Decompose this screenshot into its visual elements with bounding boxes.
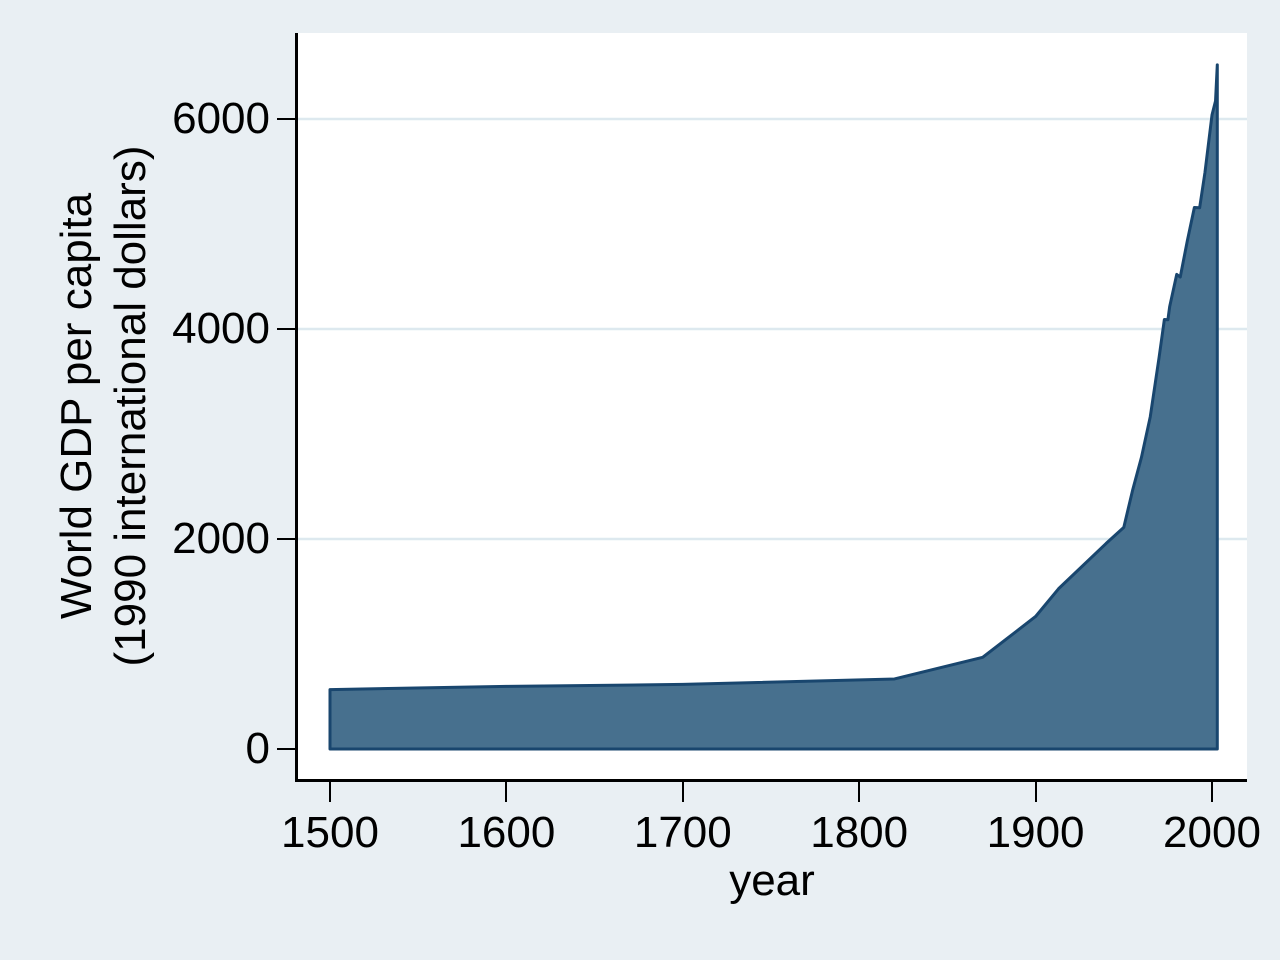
x-tick-label-1800: 1800 (810, 808, 909, 857)
x-tick-1800 (858, 782, 861, 802)
x-tick-1700 (681, 782, 684, 802)
y-tick-0 (277, 748, 296, 750)
y-tick-label-2000: 2000 (172, 514, 270, 563)
x-tick-1500 (329, 782, 331, 802)
y-tick-label-4000: 4000 (172, 304, 270, 353)
y-tick-4000 (277, 328, 296, 330)
y-tick-2000 (277, 538, 296, 540)
y-tick-6000 (277, 118, 296, 120)
area-chart-svg (298, 63, 1247, 751)
x-tick-1600 (505, 782, 508, 802)
y-axis-title-line2: (1990 international dollars) (106, 145, 155, 667)
x-axis-title: year (729, 856, 815, 905)
plot-area (298, 33, 1247, 780)
x-axis-line (295, 779, 1247, 782)
x-tick-label-1500: 1500 (281, 808, 379, 857)
y-axis-title: World GDP per capita (1990 international… (50, 146, 158, 667)
y-axis-line (295, 33, 298, 782)
y-tick-label-0: 0 (245, 724, 270, 773)
y-tick-label-6000: 6000 (172, 94, 270, 143)
x-tick-label-2000: 2000 (1163, 808, 1261, 857)
x-tick-label-1900: 1900 (986, 808, 1085, 857)
x-tick-label-1700: 1700 (633, 808, 732, 857)
x-tick-label-1600: 1600 (457, 808, 556, 857)
x-tick-1900 (1034, 782, 1037, 802)
gdp-area-series (328, 63, 1219, 751)
x-tick-2000 (1211, 782, 1213, 802)
y-axis-title-line1: World GDP per capita (52, 192, 101, 620)
